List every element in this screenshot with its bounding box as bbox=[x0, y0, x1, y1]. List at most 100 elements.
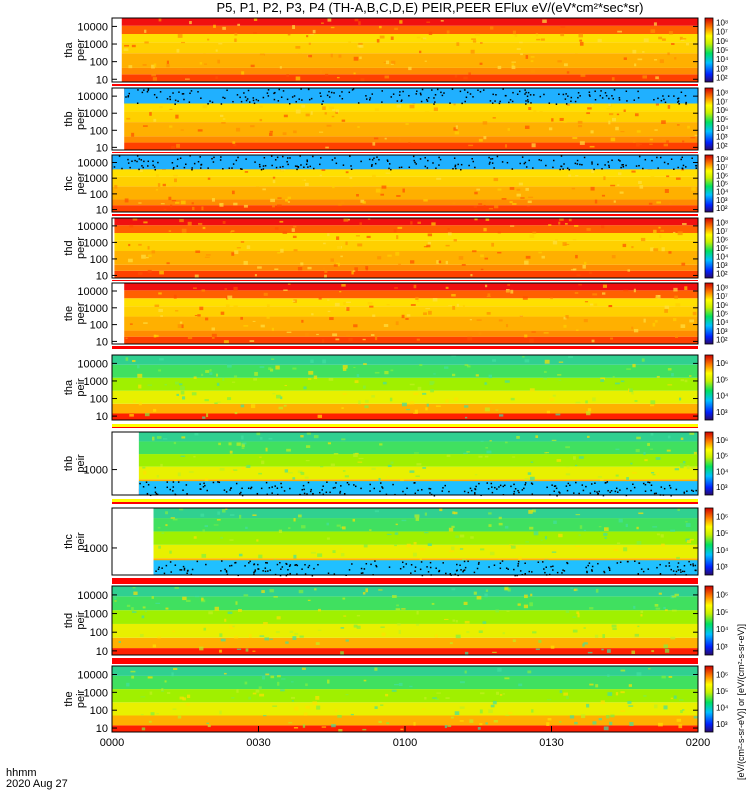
texture bbox=[489, 551, 495, 556]
noise-dot bbox=[287, 163, 289, 166]
texture bbox=[218, 43, 223, 45]
band bbox=[112, 610, 698, 624]
texture bbox=[204, 256, 210, 258]
noise-dot bbox=[239, 168, 242, 170]
texture bbox=[401, 314, 405, 319]
texture bbox=[364, 405, 369, 409]
noise-dot bbox=[617, 159, 620, 161]
flag-bar bbox=[112, 84, 698, 86]
texture bbox=[479, 723, 483, 726]
y-label-probe: tha bbox=[63, 41, 75, 57]
y-label-probe: thb bbox=[63, 111, 75, 126]
texture bbox=[675, 177, 681, 180]
texture bbox=[648, 202, 653, 205]
noise-dot bbox=[200, 488, 202, 490]
noise-dot bbox=[542, 561, 544, 563]
texture bbox=[405, 318, 409, 320]
noise-dot bbox=[279, 166, 282, 168]
texture bbox=[222, 118, 226, 120]
texture bbox=[159, 358, 164, 361]
noise-dot bbox=[312, 155, 314, 158]
noise-dot bbox=[531, 493, 534, 495]
noise-dot bbox=[153, 93, 156, 96]
noise-dot bbox=[406, 487, 408, 490]
texture bbox=[279, 66, 282, 69]
noise-dot bbox=[340, 485, 342, 487]
noise-dot bbox=[221, 560, 223, 562]
noise-dot bbox=[603, 571, 606, 574]
texture bbox=[507, 588, 511, 592]
texture bbox=[498, 516, 502, 520]
texture bbox=[689, 432, 695, 435]
texture bbox=[341, 407, 344, 410]
texture bbox=[612, 627, 617, 630]
noise-dot bbox=[550, 565, 552, 568]
noise-dot bbox=[255, 98, 258, 101]
noise-dot bbox=[426, 100, 429, 102]
texture bbox=[546, 722, 550, 726]
texture bbox=[225, 508, 228, 510]
texture bbox=[301, 104, 306, 108]
y-label-type: peer bbox=[75, 172, 87, 194]
texture bbox=[376, 39, 380, 43]
texture bbox=[478, 331, 482, 336]
noise-dot bbox=[681, 156, 684, 159]
texture bbox=[540, 38, 545, 41]
noise-dot bbox=[695, 489, 697, 492]
colorbar bbox=[704, 217, 714, 279]
noise-dot bbox=[567, 95, 569, 97]
texture bbox=[409, 470, 415, 473]
texture bbox=[301, 667, 306, 670]
texture bbox=[150, 712, 155, 716]
texture bbox=[224, 288, 228, 290]
band bbox=[112, 364, 698, 378]
texture bbox=[234, 411, 238, 415]
texture bbox=[689, 319, 695, 323]
texture bbox=[342, 393, 347, 395]
noise-dot bbox=[678, 103, 680, 105]
texture bbox=[588, 271, 592, 275]
texture bbox=[597, 38, 602, 43]
texture bbox=[459, 534, 465, 538]
noise-dot bbox=[249, 560, 251, 563]
noise-dot bbox=[333, 573, 336, 575]
texture bbox=[504, 677, 510, 680]
texture bbox=[342, 470, 346, 472]
texture bbox=[310, 359, 314, 364]
texture bbox=[357, 243, 363, 247]
texture bbox=[495, 609, 499, 613]
noise-dot bbox=[619, 160, 621, 162]
texture bbox=[470, 274, 473, 277]
texture bbox=[304, 476, 309, 479]
texture bbox=[582, 643, 585, 647]
texture bbox=[629, 388, 633, 393]
texture bbox=[321, 22, 324, 24]
texture bbox=[343, 615, 347, 617]
noise-dot bbox=[564, 98, 567, 100]
texture bbox=[478, 630, 483, 634]
texture bbox=[385, 172, 391, 174]
noise-dot bbox=[516, 574, 518, 577]
texture bbox=[451, 588, 456, 591]
texture bbox=[408, 66, 412, 71]
texture bbox=[386, 304, 390, 306]
texture bbox=[384, 75, 390, 79]
texture bbox=[423, 199, 428, 202]
texture bbox=[575, 545, 580, 547]
texture bbox=[243, 594, 249, 597]
texture bbox=[529, 476, 535, 481]
texture bbox=[583, 319, 588, 323]
noise-dot bbox=[577, 96, 579, 99]
texture bbox=[204, 477, 209, 482]
texture bbox=[643, 38, 649, 43]
texture bbox=[283, 404, 287, 407]
texture bbox=[176, 393, 179, 396]
noise-dot bbox=[265, 561, 267, 564]
noise-dot bbox=[588, 94, 591, 96]
texture bbox=[529, 234, 535, 239]
texture bbox=[259, 635, 265, 637]
texture bbox=[207, 177, 211, 180]
noise-dot bbox=[136, 160, 138, 163]
texture bbox=[216, 519, 221, 521]
